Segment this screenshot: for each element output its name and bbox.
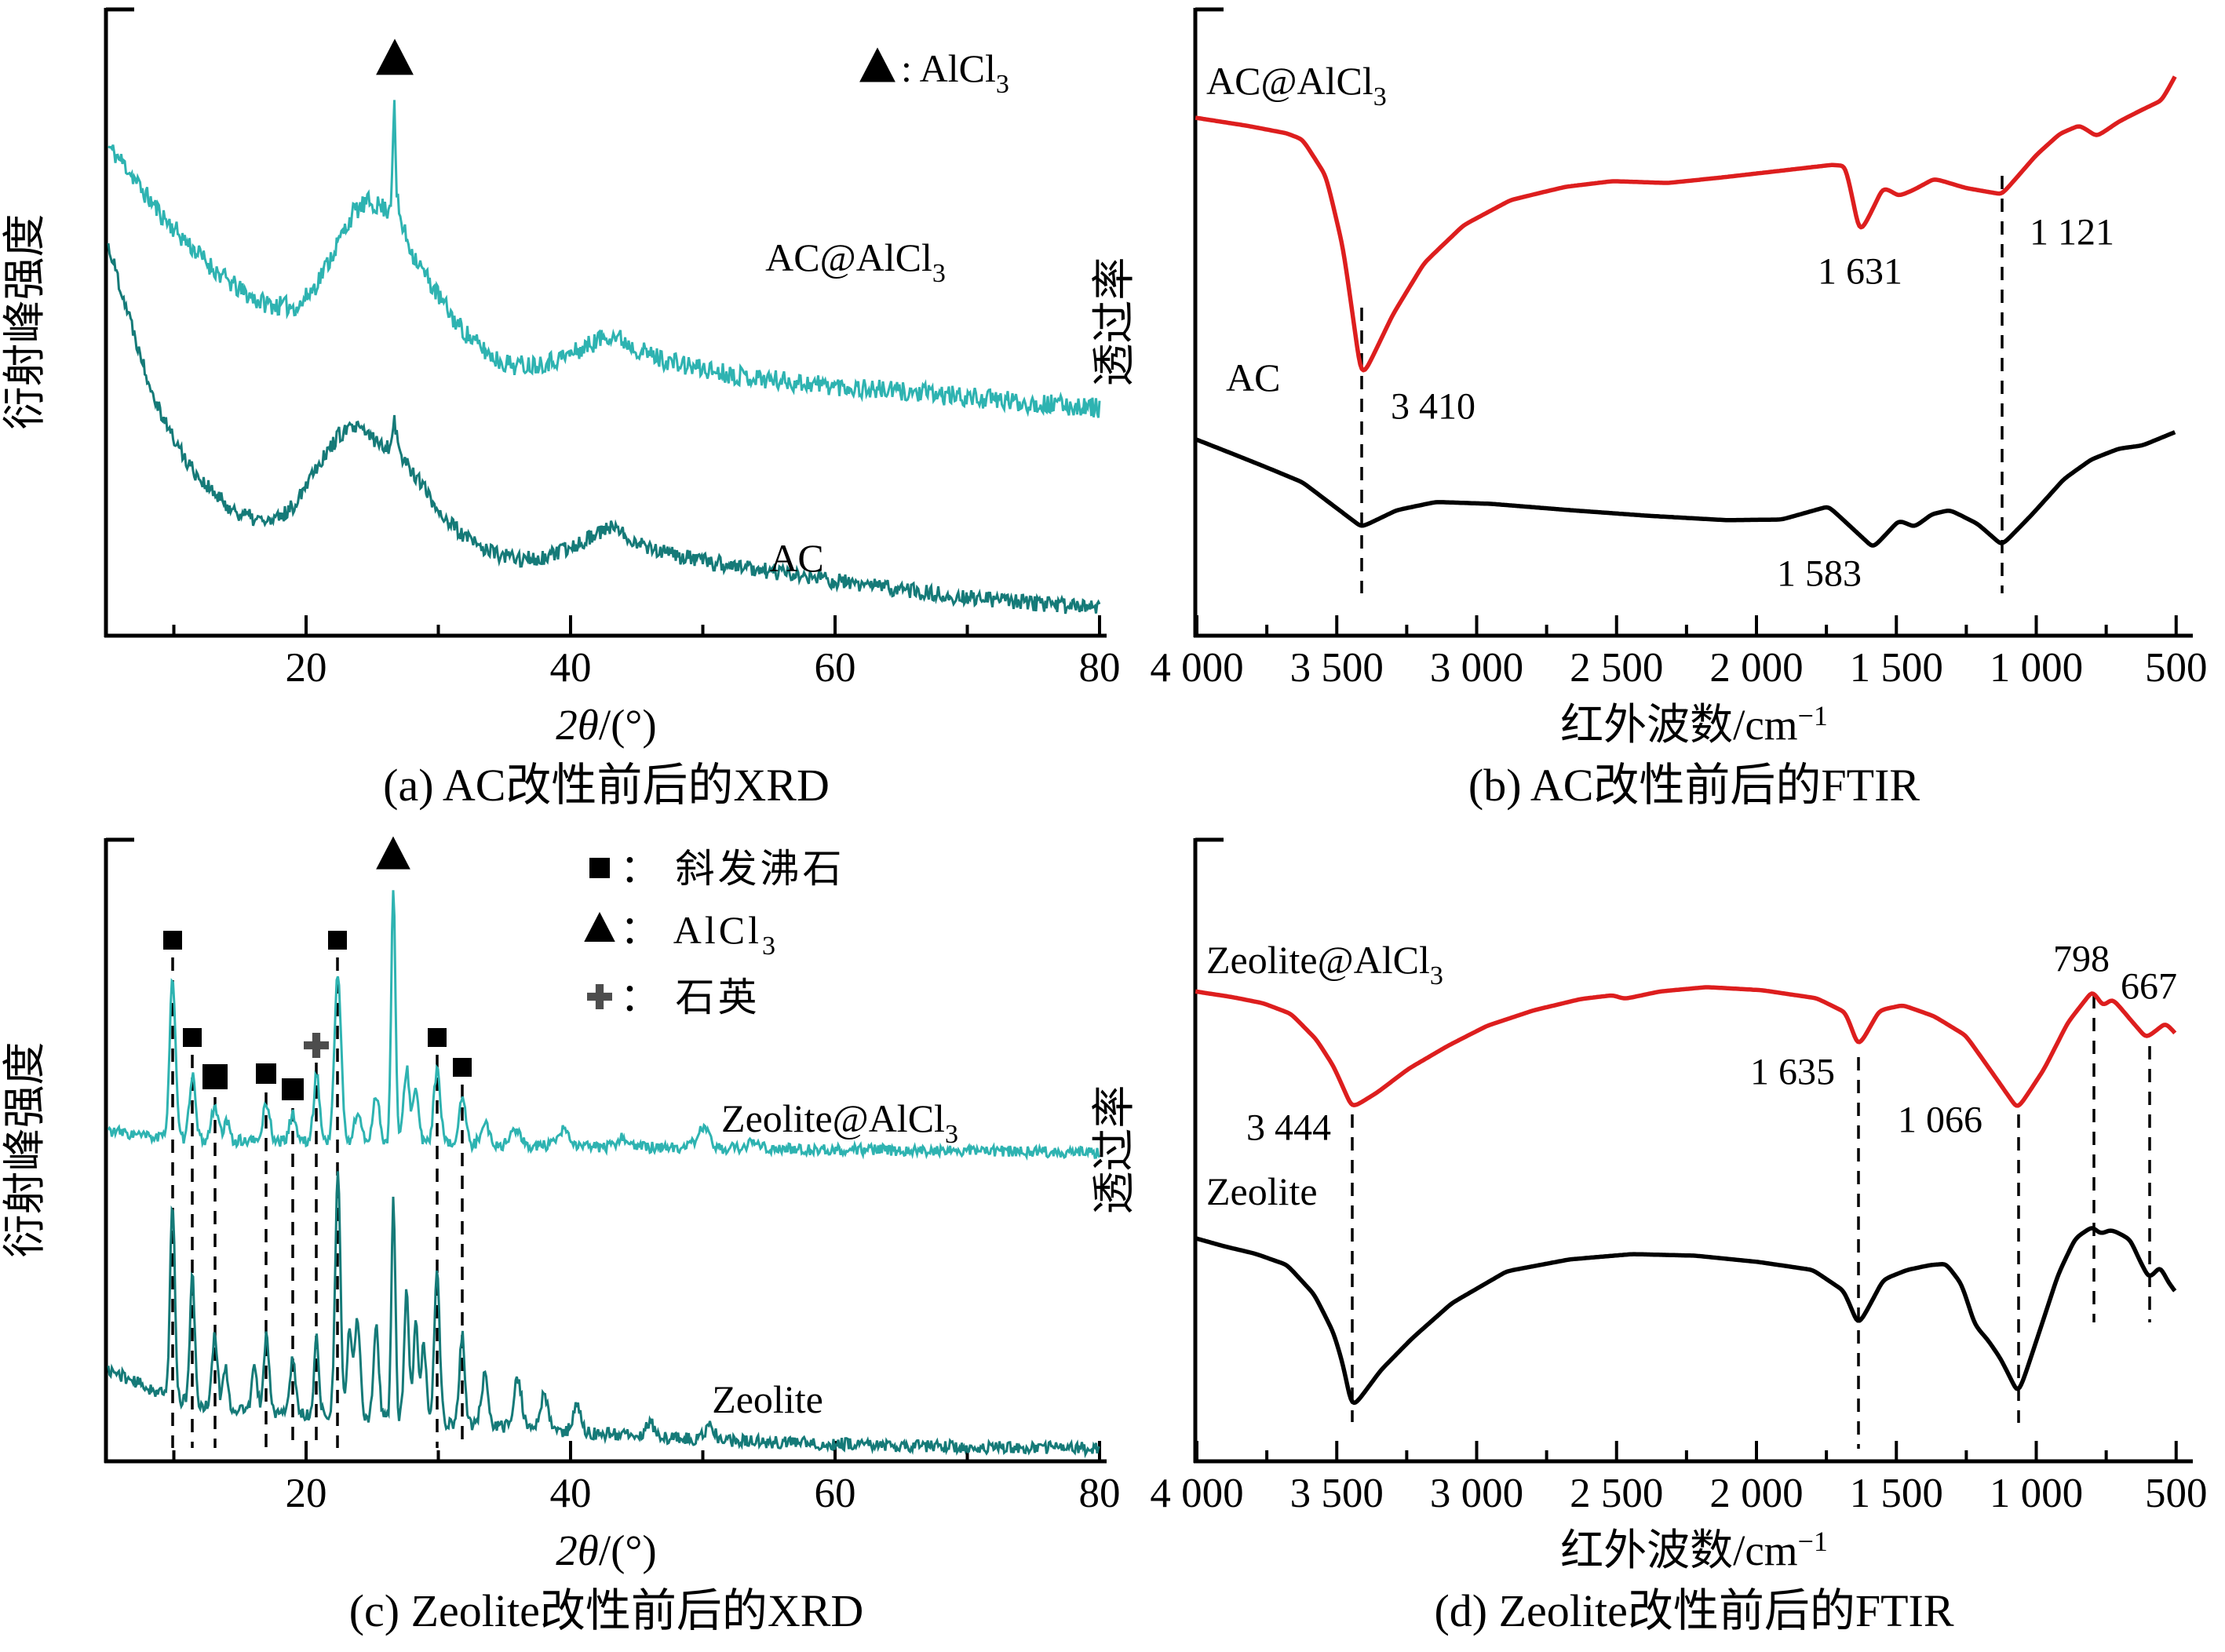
wavenumber-annotation: 1 121 [2030,212,2114,253]
legend-label: ： 石英 [620,976,761,1019]
quartz-plus-marker [304,1033,329,1058]
x-tick-label: 1 000 [1990,1471,2083,1516]
clinoptilolite-square-marker [256,1063,276,1084]
alcl3-triangle-marker [584,911,615,942]
panel-c: 20 40 60 80 2θ/(°) 衍射峰强度 (c) Zeolite改性前后的XRD Ze… [1,836,1121,1636]
x-tick-label: 40 [550,645,592,691]
x-tick-label: 1 500 [1850,645,1943,691]
x-tick-label: 500 [2145,645,2208,691]
curve-label-AC@AlCl3: AC@AlCl3 [765,235,946,288]
x-tick-label: 4 000 [1150,1471,1243,1516]
x-tick-label: 40 [550,1471,592,1516]
quartz-plus-marker [587,984,612,1009]
curve-Zeolite [1195,1226,2177,1406]
x-axis-label: 2θ/(°) [556,1526,656,1574]
x-tick-label: 80 [1079,1471,1121,1516]
x-tick-label: 3 000 [1430,645,1523,691]
x-tick-label: 2 500 [1570,645,1663,691]
curve-AC@AlCl3 [108,100,1101,418]
curve-AC [1195,430,2176,548]
legend-label: ： 斜发沸石 [620,847,845,891]
x-tick-label: 500 [2145,1471,2208,1516]
curve-label-AC: AC [769,536,823,580]
wavenumber-annotation: 667 [2121,966,2177,1008]
x-axis-label: 红外波数/cm−1 [1560,1526,1828,1574]
x-tick-label: 20 [286,645,327,691]
x-tick-label: 20 [286,1471,327,1516]
legend-label: ： AlCl3 [620,908,779,961]
panel-b: 4 000 3 500 3 000 2 500 2 000 1 500 1 000 500 红外… [1090,7,2208,811]
x-tick-label: 80 [1079,645,1121,691]
panel-a: 20 40 60 80 2θ/(°) 衍射峰强度 (a) AC改性前后的XRD AC@AlCl… [1,7,1121,811]
panel-d: 4 000 3 500 3 000 2 500 2 000 1 500 1 000 500 红外… [1090,837,2208,1636]
x-tick-label: 2 000 [1709,1471,1803,1516]
wavenumber-annotation: 1 631 [1818,251,1902,293]
curve-Zeolite@AlCl3 [107,890,1101,1162]
alcl3-triangle-marker [376,38,414,75]
x-tick-label: 1 500 [1850,1471,1943,1516]
clinoptilolite-square-marker [163,931,182,950]
panel-caption: (d) Zeolite改性前后的FTIR [1434,1585,1953,1636]
curve-label-Zeolite@AlCl3: Zeolite@AlCl3 [721,1096,958,1149]
clinoptilolite-square-marker [328,931,347,950]
curve-label-AC@AlCl3: AC@AlCl3 [1206,59,1387,111]
clinoptilolite-square-marker [202,1064,228,1089]
wavenumber-annotation: 3 410 [1391,386,1475,428]
curve-label-Zeolite@AlCl3: Zeolite@AlCl3 [1206,938,1443,990]
x-axis-label: 红外波数/cm−1 [1560,700,1828,749]
x-tick-label: 3 500 [1290,645,1384,691]
clinoptilolite-square-marker [428,1028,447,1047]
wavenumber-annotation: 1 635 [1750,1052,1835,1093]
legend-label: : AlCl3 [901,46,1009,99]
x-tick-label: 2 500 [1570,1471,1663,1516]
legend: : AlCl3 [859,46,1009,99]
clinoptilolite-square-marker [453,1058,472,1077]
x-axis-label: 2θ/(°) [556,701,656,749]
y-axis-label: 透过率 [1090,257,1138,386]
curve-label-AC: AC [1226,356,1280,399]
wavenumber-annotation: 1 583 [1777,553,1862,595]
wavenumber-annotation: 798 [2053,939,2110,980]
panel-caption: (b) AC改性前后的FTIR [1468,760,1920,811]
alcl3-triangle-marker [859,47,895,82]
wavenumber-annotation: 3 444 [1246,1107,1331,1149]
x-tick-label: 60 [815,645,856,691]
curve-label-Zeolite: Zeolite [1206,1169,1318,1213]
curve-label-Zeolite: Zeolite [712,1377,823,1421]
curve-Zeolite [107,1171,1101,1459]
alcl3-triangle-marker [376,836,410,870]
curve-AC [107,243,1101,614]
x-tick-label: 2 000 [1709,645,1803,691]
x-tick-label: 4 000 [1150,645,1243,691]
curve-Zeolite@AlCl3 [1195,985,2177,1108]
clinoptilolite-square-marker [282,1078,304,1100]
clinoptilolite-square-marker [183,1028,202,1047]
y-axis-label: 衍射峰强度 [1,213,49,429]
curve-AC@AlCl3 [1195,75,2177,373]
panel-caption: (a) AC改性前后的XRD [383,760,830,811]
x-tick-label: 1 000 [1990,645,2083,691]
legend: ： 斜发沸石 ： AlCl3 ： 石英 [584,847,845,1019]
x-tick-label: 3 500 [1290,1471,1384,1516]
x-tick-label: 60 [815,1471,856,1516]
y-axis-label: 透过率 [1090,1085,1138,1214]
panel-caption: (c) Zeolite改性前后的XRD [349,1585,864,1636]
x-tick-label: 3 000 [1430,1471,1523,1516]
clinoptilolite-square-marker [589,858,610,878]
y-axis-label: 衍射峰强度 [1,1041,49,1257]
wavenumber-annotation: 1 066 [1898,1100,1982,1141]
